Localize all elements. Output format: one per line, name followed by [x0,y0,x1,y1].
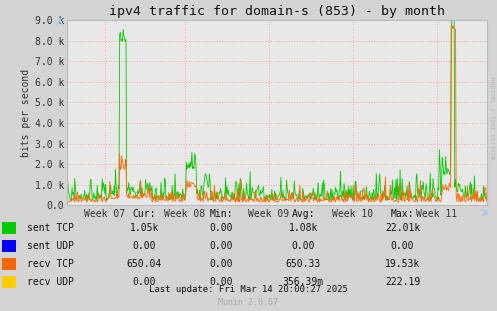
Text: Min:: Min: [209,209,233,219]
Text: 0.00: 0.00 [291,241,315,251]
Text: 650.33: 650.33 [286,259,321,269]
Text: RRDTOOL / TOBI OETIKER: RRDTOOL / TOBI OETIKER [490,77,495,160]
Text: 0.00: 0.00 [391,241,414,251]
Text: 0.00: 0.00 [209,259,233,269]
Text: Munin 2.0.67: Munin 2.0.67 [219,298,278,307]
Text: 1.05k: 1.05k [129,223,159,233]
Text: 0.00: 0.00 [132,277,156,287]
Text: 0.00: 0.00 [209,277,233,287]
Text: sent UDP: sent UDP [27,241,75,251]
Text: Avg:: Avg: [291,209,315,219]
Text: Cur:: Cur: [132,209,156,219]
Text: sent TCP: sent TCP [27,223,75,233]
Text: recv UDP: recv UDP [27,277,75,287]
Text: 1.08k: 1.08k [288,223,318,233]
Text: 356.39m: 356.39m [283,277,324,287]
Text: recv TCP: recv TCP [27,259,75,269]
Text: Max:: Max: [391,209,414,219]
Text: 0.00: 0.00 [132,241,156,251]
Text: 650.04: 650.04 [127,259,162,269]
Y-axis label: bits per second: bits per second [21,69,31,157]
Text: 19.53k: 19.53k [385,259,420,269]
Text: 0.00: 0.00 [209,241,233,251]
Text: 0.00: 0.00 [209,223,233,233]
Title: ipv4 traffic for domain-s (853) - by month: ipv4 traffic for domain-s (853) - by mon… [109,5,445,18]
Text: 222.19: 222.19 [385,277,420,287]
Text: Last update: Fri Mar 14 20:00:27 2025: Last update: Fri Mar 14 20:00:27 2025 [149,285,348,294]
Text: 22.01k: 22.01k [385,223,420,233]
